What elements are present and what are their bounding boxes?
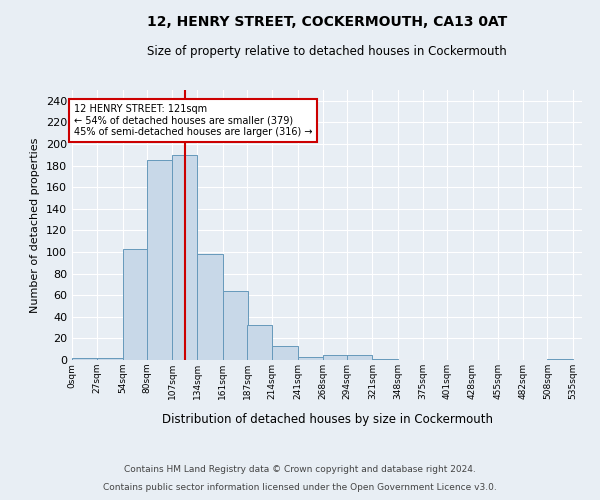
Bar xyxy=(97,358,122,360)
Bar xyxy=(122,249,148,360)
Bar xyxy=(272,346,298,360)
Bar xyxy=(172,155,197,360)
Y-axis label: Number of detached properties: Number of detached properties xyxy=(31,138,40,312)
Bar xyxy=(298,357,323,360)
Bar xyxy=(72,358,97,360)
Bar xyxy=(547,359,572,360)
Text: Distribution of detached houses by size in Cockermouth: Distribution of detached houses by size … xyxy=(161,412,493,426)
Bar xyxy=(147,160,172,360)
Text: 12, HENRY STREET, COCKERMOUTH, CA13 0AT: 12, HENRY STREET, COCKERMOUTH, CA13 0AT xyxy=(147,15,507,29)
Bar xyxy=(373,359,398,360)
Bar xyxy=(323,354,348,360)
Text: 12 HENRY STREET: 121sqm
← 54% of detached houses are smaller (379)
45% of semi-d: 12 HENRY STREET: 121sqm ← 54% of detache… xyxy=(74,104,313,137)
Text: Contains public sector information licensed under the Open Government Licence v3: Contains public sector information licen… xyxy=(103,482,497,492)
Text: Contains HM Land Registry data © Crown copyright and database right 2024.: Contains HM Land Registry data © Crown c… xyxy=(124,465,476,474)
Bar xyxy=(347,354,373,360)
Bar xyxy=(247,326,272,360)
Bar xyxy=(197,254,223,360)
Text: Size of property relative to detached houses in Cockermouth: Size of property relative to detached ho… xyxy=(147,45,507,58)
Bar xyxy=(223,291,248,360)
